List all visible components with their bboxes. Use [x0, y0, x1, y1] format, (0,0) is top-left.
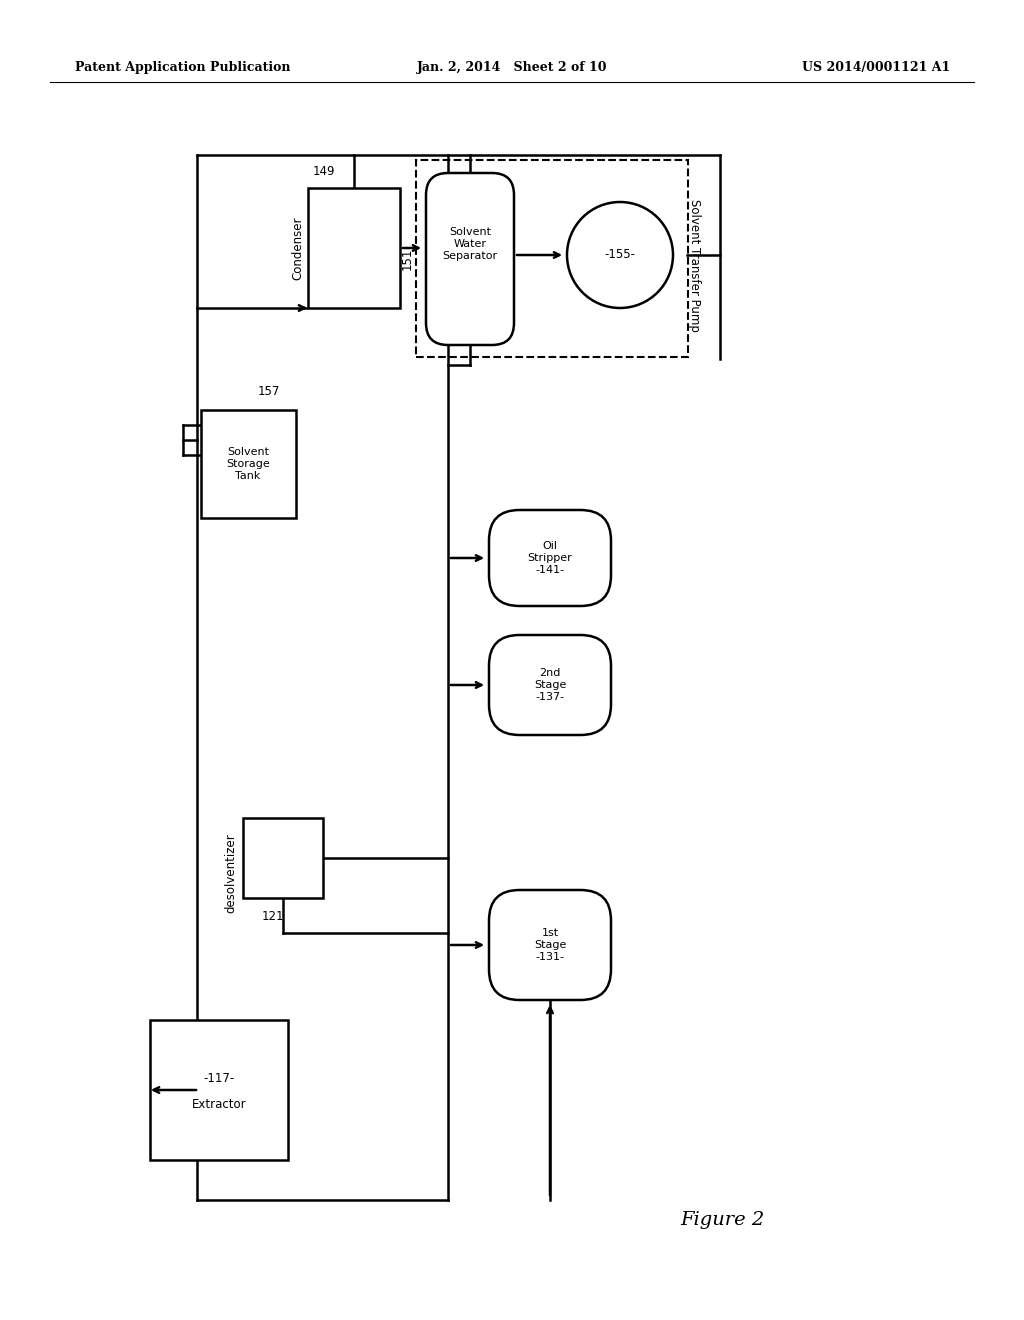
Bar — [243, 818, 323, 898]
FancyBboxPatch shape — [426, 173, 514, 345]
Text: Figure 2: Figure 2 — [680, 1210, 764, 1229]
Text: 1st
Stage
-131-: 1st Stage -131- — [534, 928, 566, 962]
FancyBboxPatch shape — [489, 510, 611, 606]
Text: -155-: -155- — [604, 248, 636, 261]
Text: 151: 151 — [401, 248, 414, 271]
Text: 2nd
Stage
-137-: 2nd Stage -137- — [534, 668, 566, 702]
FancyBboxPatch shape — [489, 890, 611, 1001]
Bar — [308, 187, 400, 308]
Text: Condenser: Condenser — [292, 216, 304, 280]
Text: 121: 121 — [262, 909, 285, 923]
Circle shape — [567, 202, 673, 308]
Text: 157: 157 — [258, 385, 281, 399]
FancyBboxPatch shape — [489, 635, 611, 735]
Text: Patent Application Publication: Patent Application Publication — [75, 62, 291, 74]
Text: Extractor: Extractor — [191, 1098, 247, 1111]
Bar — [150, 1020, 288, 1160]
Text: Oil
Stripper
-141-: Oil Stripper -141- — [527, 541, 572, 576]
Bar — [416, 160, 688, 356]
Text: 149: 149 — [313, 165, 336, 178]
Text: Jan. 2, 2014   Sheet 2 of 10: Jan. 2, 2014 Sheet 2 of 10 — [417, 62, 607, 74]
Text: Solvent
Storage
Tank: Solvent Storage Tank — [226, 446, 270, 482]
Text: Solvent Transfer Pump: Solvent Transfer Pump — [688, 198, 701, 331]
Bar — [201, 411, 296, 517]
Text: desolventizer: desolventizer — [224, 833, 238, 913]
Text: -117-: -117- — [204, 1072, 234, 1085]
Text: US 2014/0001121 A1: US 2014/0001121 A1 — [802, 62, 950, 74]
Text: Solvent
Water
Separator: Solvent Water Separator — [442, 227, 498, 261]
